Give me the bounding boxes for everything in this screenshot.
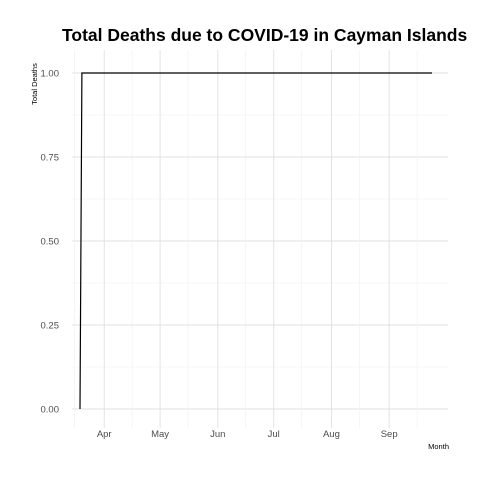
x-tick-label: Jul: [268, 429, 280, 440]
grid-lines: [72, 50, 448, 428]
y-axis-ticks: 0.00 0.25 0.50 0.75 1.00: [41, 69, 60, 416]
y-axis-title: Total Deaths: [30, 63, 39, 105]
series-line: [79, 72, 432, 410]
x-axis-ticks: Apr May Jun Jul Aug Sep: [97, 429, 398, 440]
y-tick-label: 0.50: [41, 237, 60, 248]
y-tick-label: 0.00: [41, 405, 60, 416]
y-tick-label: 0.25: [41, 321, 60, 332]
x-tick-label: Jun: [210, 429, 225, 440]
y-tick-label: 1.00: [41, 69, 60, 80]
x-tick-label: Sep: [381, 429, 398, 440]
data-series: [79, 72, 432, 410]
y-tick-label: 0.75: [41, 153, 60, 164]
x-tick-label: May: [151, 429, 169, 440]
x-tick-label: Aug: [323, 429, 340, 440]
chart-title: Total Deaths due to COVID-19 in Cayman I…: [62, 25, 468, 45]
x-tick-label: Apr: [97, 429, 112, 440]
x-axis-title: Month: [428, 442, 449, 451]
